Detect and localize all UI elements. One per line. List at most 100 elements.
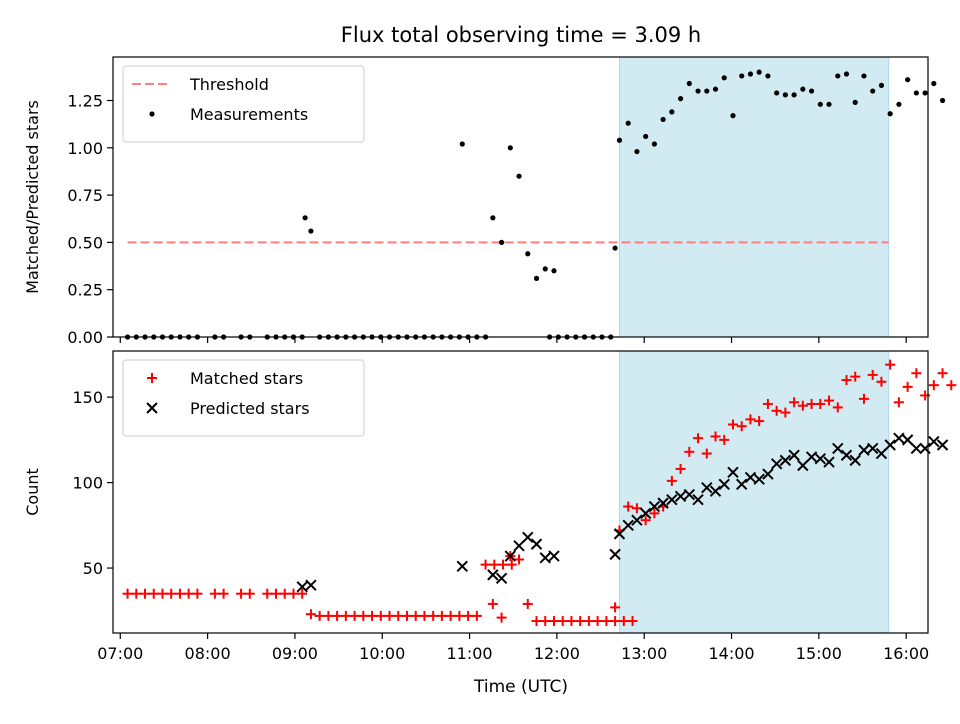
x-tick-label: 16:00 — [883, 644, 929, 663]
x-tick-label: 11:00 — [447, 644, 493, 663]
predicted-stars-marker-b — [548, 550, 560, 562]
predicted-stars-marker-b — [893, 432, 905, 444]
measurement-point — [913, 90, 919, 96]
matched-stars-point — [610, 616, 621, 627]
matched-stars-point — [192, 588, 203, 599]
matched-stars-point — [384, 610, 395, 621]
measurement-point — [533, 275, 540, 281]
figure-title: Flux total observing time = 3.09 h — [341, 23, 701, 47]
matched-stars-point — [806, 398, 817, 409]
predicted-stars-marker-b — [495, 572, 508, 585]
predicted-stars-point — [788, 449, 800, 461]
predicted-stars-point — [609, 548, 621, 561]
matched-stars-point — [332, 610, 343, 621]
measurement-point — [643, 133, 649, 140]
matched-stars-point — [244, 588, 255, 599]
legend: Matched stars Predicted stars — [122, 359, 365, 437]
matched-stars-point — [419, 610, 430, 621]
predicted-stars-marker-b — [727, 466, 739, 479]
predicted-stars-point — [530, 538, 543, 550]
predicted-stars-point — [901, 434, 914, 446]
matched-stars-point — [262, 588, 273, 599]
matched-stars-point — [858, 393, 869, 404]
matched-stars-point — [140, 588, 151, 599]
predicted-stars-point — [823, 456, 835, 468]
measurement-point — [870, 88, 876, 94]
y-tick-label: 1.25 — [67, 92, 103, 111]
measurement-point — [939, 97, 946, 104]
matched-stars-point — [540, 616, 551, 627]
predicted-stars-marker-b — [788, 449, 800, 461]
legend-label: Predicted stars — [190, 399, 310, 418]
x-tick-label: 10:00 — [359, 644, 405, 663]
matched-stars-point — [885, 359, 896, 370]
predicted-stars-marker-b — [504, 550, 517, 562]
measurement-point — [774, 90, 780, 96]
predicted-stars-point — [666, 493, 678, 506]
measurement-point — [498, 239, 505, 246]
predicted-stars-marker-b — [631, 514, 643, 526]
predicted-stars-point — [692, 493, 704, 506]
measurement-point — [302, 215, 308, 221]
predicted-stars-marker-b — [866, 442, 879, 455]
predicted-stars-marker-b — [513, 540, 525, 552]
measurement-point — [835, 73, 841, 79]
matched-stars-point — [675, 463, 686, 474]
measurement-point — [525, 251, 531, 257]
predicted-stars-marker-b — [753, 473, 765, 485]
predicted-stars-marker-b — [701, 482, 713, 494]
matched-stars-point — [340, 610, 351, 621]
matched-stars-point — [436, 610, 447, 621]
predicted-stars-point — [884, 439, 896, 451]
predicted-stars-point — [727, 466, 739, 479]
measurement-point — [721, 75, 727, 81]
predicted-stars-marker-b — [609, 548, 621, 561]
predicted-stars-marker-b — [639, 507, 652, 520]
legend-measurements-swatch — [149, 111, 155, 117]
matched-stars-point — [618, 616, 629, 627]
predicted-stars-marker-b — [736, 478, 748, 491]
predicted-stars-point — [513, 540, 525, 552]
matched-stars-point — [393, 610, 404, 621]
x-tick-label: 14:00 — [708, 644, 754, 663]
matched-stars-point — [850, 371, 861, 382]
measurement-point — [861, 73, 867, 79]
bottom-panel: 50 100 150 07:00 08:00 09:00 10:00 11:00 12:00 13… — [23, 350, 957, 663]
predicted-stars-marker-b — [296, 581, 308, 593]
predicted-stars-point — [305, 579, 317, 591]
matched-stars-point — [640, 515, 651, 526]
matched-stars-point — [367, 610, 378, 621]
matched-stars-point — [157, 588, 168, 599]
matched-stars-point — [174, 588, 185, 599]
matched-stars-point — [349, 610, 360, 621]
matched-stars-point — [719, 434, 730, 445]
matched-stars-point — [684, 446, 695, 457]
observing-window-shade — [618, 56, 890, 338]
y-tick-label: 0.00 — [67, 328, 103, 347]
predicted-stars-marker-b — [762, 468, 774, 480]
measurement-point — [782, 92, 788, 98]
predicted-stars-marker-b — [884, 439, 896, 451]
matched-stars-point — [183, 588, 194, 599]
predicted-stars-point — [797, 459, 809, 472]
measurement-point — [808, 88, 815, 94]
matched-stars-point — [649, 508, 660, 519]
measurement-point — [747, 71, 754, 77]
matched-stars-point — [754, 416, 765, 427]
measurement-point — [896, 101, 902, 107]
matched-stars-point — [832, 402, 843, 413]
measurement-point — [712, 86, 719, 92]
predicted-stars-marker-b — [928, 435, 940, 448]
legend-box — [122, 65, 365, 143]
predicted-stars-point — [296, 581, 308, 593]
measurement-point — [616, 137, 623, 143]
predicted-stars-point — [495, 572, 508, 585]
predicted-stars-marker-b — [709, 485, 722, 497]
measurement-point — [669, 109, 675, 115]
predicted-stars-marker-b — [849, 454, 861, 467]
matched-stars-point — [548, 616, 559, 627]
predicted-stars-marker-b — [539, 552, 551, 564]
predicted-stars-point — [709, 485, 722, 497]
predicted-stars-marker-b — [648, 500, 661, 513]
